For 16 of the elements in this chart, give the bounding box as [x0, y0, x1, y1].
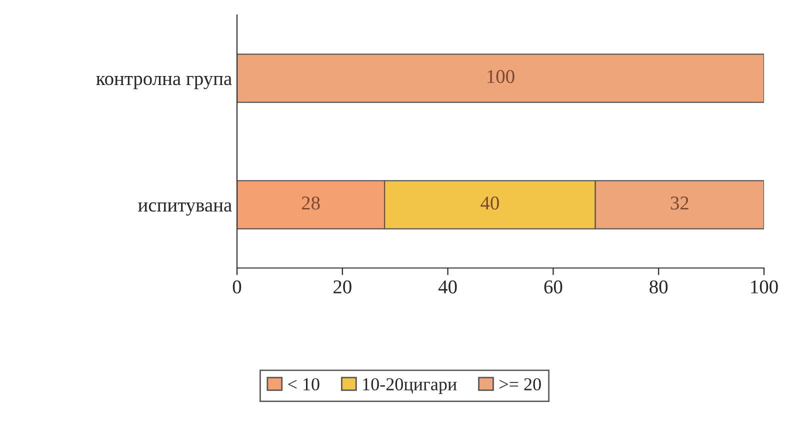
- data-label: 32: [670, 196, 688, 210]
- x-tick-label: 100: [751, 280, 778, 294]
- legend-label: >= 20: [500, 378, 541, 390]
- x-tick-label: 0: [232, 280, 242, 294]
- data-label: 28: [302, 196, 320, 210]
- bar: [237, 54, 764, 103]
- data-label: 40: [480, 196, 499, 210]
- x-tick-label: 40: [438, 280, 457, 294]
- data-label: 100: [488, 70, 514, 84]
- legend-label: < 10: [288, 378, 320, 390]
- x-tick-label: 60: [544, 280, 562, 294]
- x-tick-label: 20: [334, 280, 352, 294]
- x-tick-label: 80: [650, 280, 668, 294]
- y-tick-label: испитувана: [138, 202, 232, 216]
- y-tick-label: контролна група: [96, 76, 232, 90]
- legend-label: 10-20цигари: [363, 378, 457, 394]
